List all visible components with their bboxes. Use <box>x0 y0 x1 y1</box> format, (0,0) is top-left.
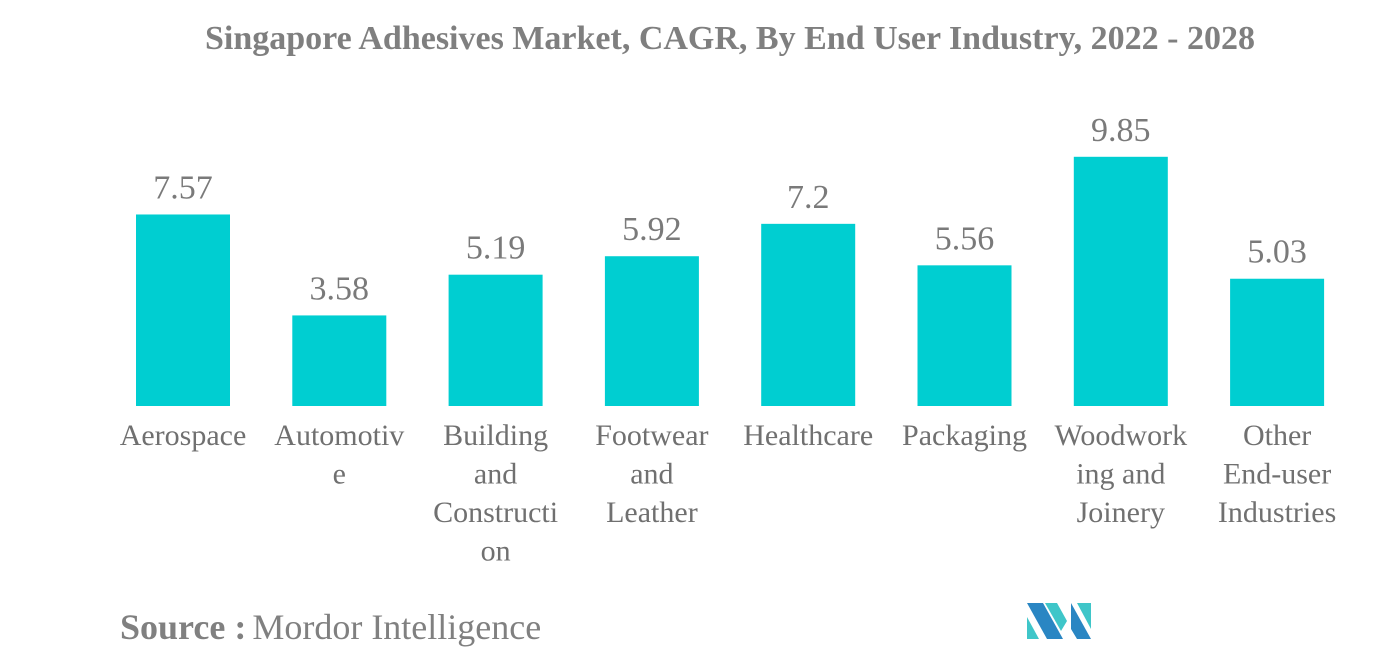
category-label: Footwear and Leather <box>595 419 708 529</box>
data-label: 5.19 <box>466 230 526 267</box>
category-label: Aerospace <box>120 419 247 452</box>
data-label: 9.85 <box>1091 112 1151 149</box>
category-label: Building and Constructi on <box>433 419 558 568</box>
category-label: Healthcare <box>743 419 873 452</box>
data-label: 3.58 <box>310 270 370 307</box>
mordor-logo-icon <box>1027 603 1091 639</box>
source-label: Source : <box>120 607 247 647</box>
category-label: Packaging <box>902 419 1027 452</box>
source-note: Source : Mordor Intelligence <box>120 606 541 648</box>
chart-title: Singapore Adhesives Market, CAGR, By End… <box>204 20 1255 57</box>
bar <box>917 265 1012 406</box>
category-label: Automotiv e <box>274 419 404 491</box>
data-label: 5.03 <box>1247 234 1307 271</box>
bar-chart: 7.57 Aerospace 3.58 Automotiv e 5.19 Building a… <box>120 112 1337 568</box>
bar <box>1230 278 1325 406</box>
bar <box>604 256 699 406</box>
source-value: Mordor Intelligence <box>252 607 542 647</box>
bar <box>1073 156 1168 406</box>
bar <box>761 223 856 406</box>
bar <box>448 274 543 406</box>
data-label: 5.56 <box>935 220 995 257</box>
data-label: 5.92 <box>622 211 682 248</box>
category-label: Woodwork ing and Joinery <box>1055 419 1188 529</box>
data-label: 7.2 <box>787 179 830 216</box>
category-label: Other End-user Industries <box>1218 419 1336 529</box>
bar <box>292 315 387 406</box>
bar <box>136 214 230 406</box>
data-label: 7.57 <box>153 169 213 206</box>
